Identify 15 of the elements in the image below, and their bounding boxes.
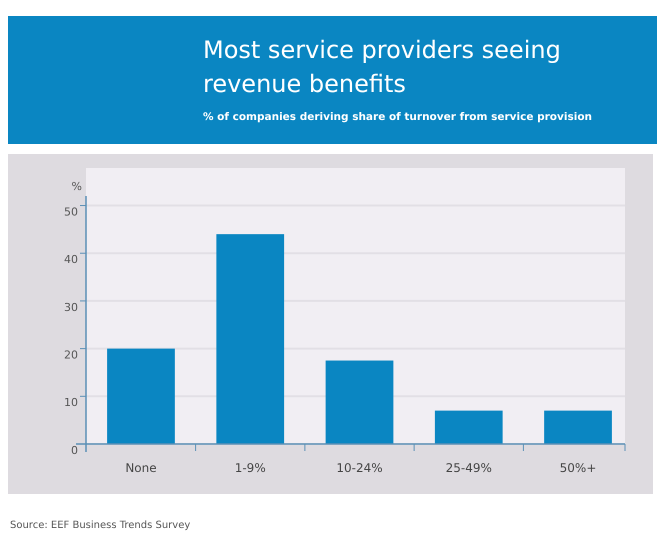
source-note: Source: EEF Business Trends Survey <box>10 520 190 531</box>
x-tick-label: 10-24% <box>336 461 383 475</box>
y-axis-title: % <box>72 180 82 193</box>
y-tick-label: 0 <box>71 444 78 457</box>
chart-title: Most service providers seeing revenue benefits <box>203 36 561 98</box>
chart-subtitle: % of companies deriving share of turnover from service provision <box>203 111 592 123</box>
x-tick-label: 25-49% <box>446 461 492 475</box>
x-tick-label: 50%+ <box>560 461 596 475</box>
y-tick-label: 40 <box>64 253 78 266</box>
y-tick-label: 50 <box>64 205 78 218</box>
y-tick-label: 30 <box>64 300 78 314</box>
y-tick-label: 10 <box>64 396 78 410</box>
x-tick-label: 1-9% <box>234 461 266 475</box>
y-tick-label: 20 <box>64 348 78 362</box>
x-tick-label: None <box>125 461 157 475</box>
